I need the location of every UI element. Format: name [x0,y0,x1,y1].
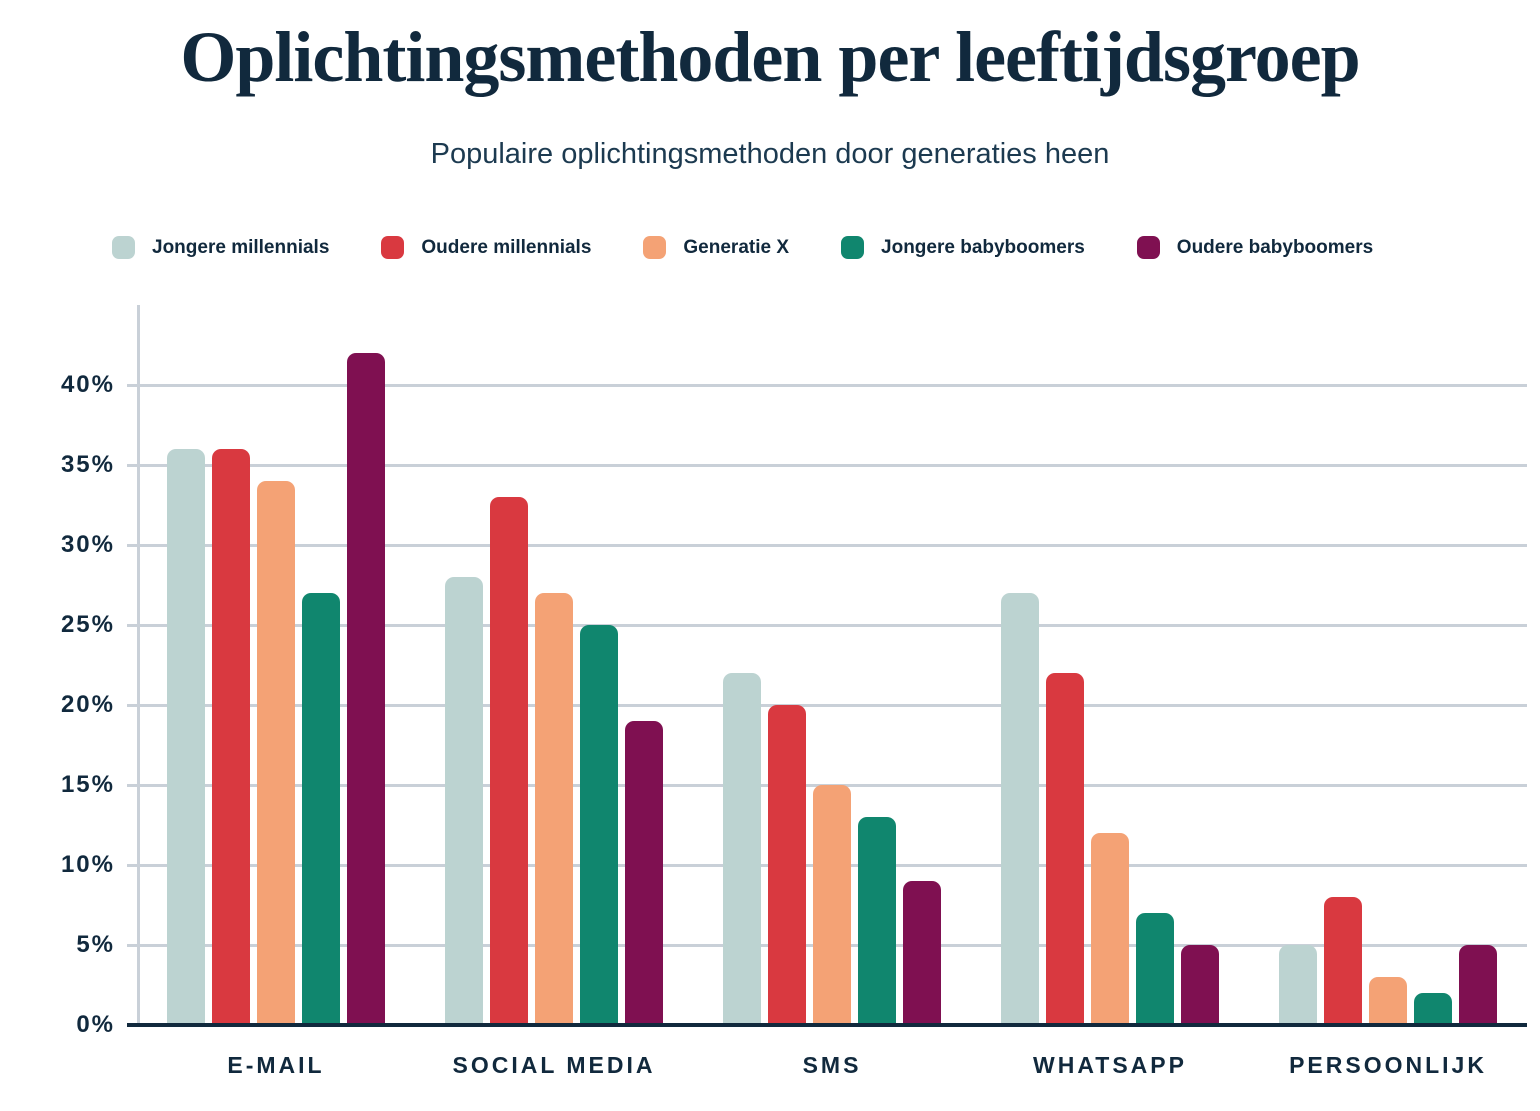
chart-subtitle: Populaire oplichtingsmethoden door gener… [430,138,1110,170]
bar-generatie-x-persoonlijk [1369,977,1407,1025]
y-tick-label-40pct: 40% [60,371,115,398]
legend-swatch-icon [643,236,667,259]
y-tick-label-0pct: 0% [76,1011,115,1038]
bar-group-persoonlijk [1249,305,1527,1025]
x-axis-baseline [127,1023,1527,1027]
gridline-25pct [127,623,1527,627]
legend-item-jongere-babyboomers: Jongere babyboomers [841,236,1085,259]
bar-jongere-babyboomers-e-mail [302,593,340,1025]
bar-jongere-millennials-social-media [445,577,483,1025]
legend-label: Oudere millennials [421,236,592,258]
legend-label: Generatie X [683,236,790,258]
bar-generatie-x-whatsapp [1091,833,1129,1025]
legend-swatch-icon [112,236,135,259]
bar-jongere-babyboomers-whatsapp [1136,913,1174,1025]
x-axis-label-e-mail: E-MAIL [227,1052,325,1078]
bar-group-e-mail [137,305,415,1025]
legend: Jongere millennials Oudere millennials Gen… [112,236,1373,259]
bar-oudere-millennials-social-media [490,497,528,1025]
chart-title: Oplichtingsmethoden per leeftijdsgroep [180,17,1360,97]
bar-group-social-media [415,305,693,1025]
gridline-20pct [127,703,1527,707]
bar-group-sms [693,305,971,1025]
bar-oudere-babyboomers-social-media [625,721,663,1025]
legend-item-oudere-millennials: Oudere millennials [381,236,591,259]
legend-swatch-icon [1136,236,1160,259]
bar-generatie-x-e-mail [257,481,295,1025]
bar-groups [137,305,1527,1025]
legend-item-jongere-millennials: Jongere millennials [112,236,329,259]
bar-jongere-millennials-e-mail [167,449,205,1025]
bar-oudere-babyboomers-sms [903,881,941,1025]
bar-generatie-x-social-media [535,593,573,1025]
bar-jongere-babyboomers-persoonlijk [1414,993,1452,1025]
bar-jongere-millennials-whatsapp [1001,593,1039,1025]
bar-group-whatsapp [971,305,1249,1025]
y-tick-label-5pct: 5% [76,931,115,958]
bar-jongere-millennials-persoonlijk [1279,945,1317,1025]
gridline-35pct [127,463,1527,467]
bar-jongere-babyboomers-sms [858,817,896,1025]
legend-label: Oudere babyboomers [1176,236,1374,258]
bar-oudere-babyboomers-persoonlijk [1459,945,1497,1025]
gridline-40pct [127,383,1527,387]
legend-item-generatie-x: Generatie X [643,236,789,259]
x-axis-label-persoonlijk: PERSOONLIJK [1289,1052,1487,1078]
bar-oudere-millennials-whatsapp [1046,673,1084,1025]
x-axis-label-sms: SMS [802,1052,862,1078]
y-axis-line [137,305,140,1025]
bar-oudere-babyboomers-e-mail [347,353,385,1025]
legend-swatch-icon [381,236,405,259]
x-axis-labels: E-MAIL SOCIAL MEDIA SMS WHATSAPP PERSOONLIJK [137,1052,1527,1079]
legend-label: Jongere babyboomers [881,236,1085,258]
y-tick-label-15pct: 15% [60,771,115,798]
x-axis-label-whatsapp: WHATSAPP [1033,1052,1187,1078]
bar-oudere-millennials-sms [768,705,806,1025]
y-tick-label-35pct: 35% [60,451,115,478]
y-tick-label-30pct: 30% [60,531,115,558]
bar-jongere-millennials-sms [723,673,761,1025]
legend-item-oudere-babyboomers: Oudere babyboomers [1136,236,1374,259]
gridline-30pct [127,543,1527,547]
bar-oudere-millennials-persoonlijk [1324,897,1362,1025]
bar-oudere-millennials-e-mail [212,449,250,1025]
y-tick-label-25pct: 25% [60,611,115,638]
y-tick-label-10pct: 10% [60,851,115,878]
x-axis-label-social-media: SOCIAL MEDIA [452,1052,656,1078]
legend-label: Jongere millennials [152,236,330,258]
y-tick-label-20pct: 20% [60,691,115,718]
bar-oudere-babyboomers-whatsapp [1181,945,1219,1025]
legend-swatch-icon [841,236,865,259]
bar-generatie-x-sms [813,785,851,1025]
plot-area: 0% 5% 10% 15% 20% 25% 30% 35% 40% [61,305,1527,1038]
bar-jongere-babyboomers-social-media [580,625,618,1025]
